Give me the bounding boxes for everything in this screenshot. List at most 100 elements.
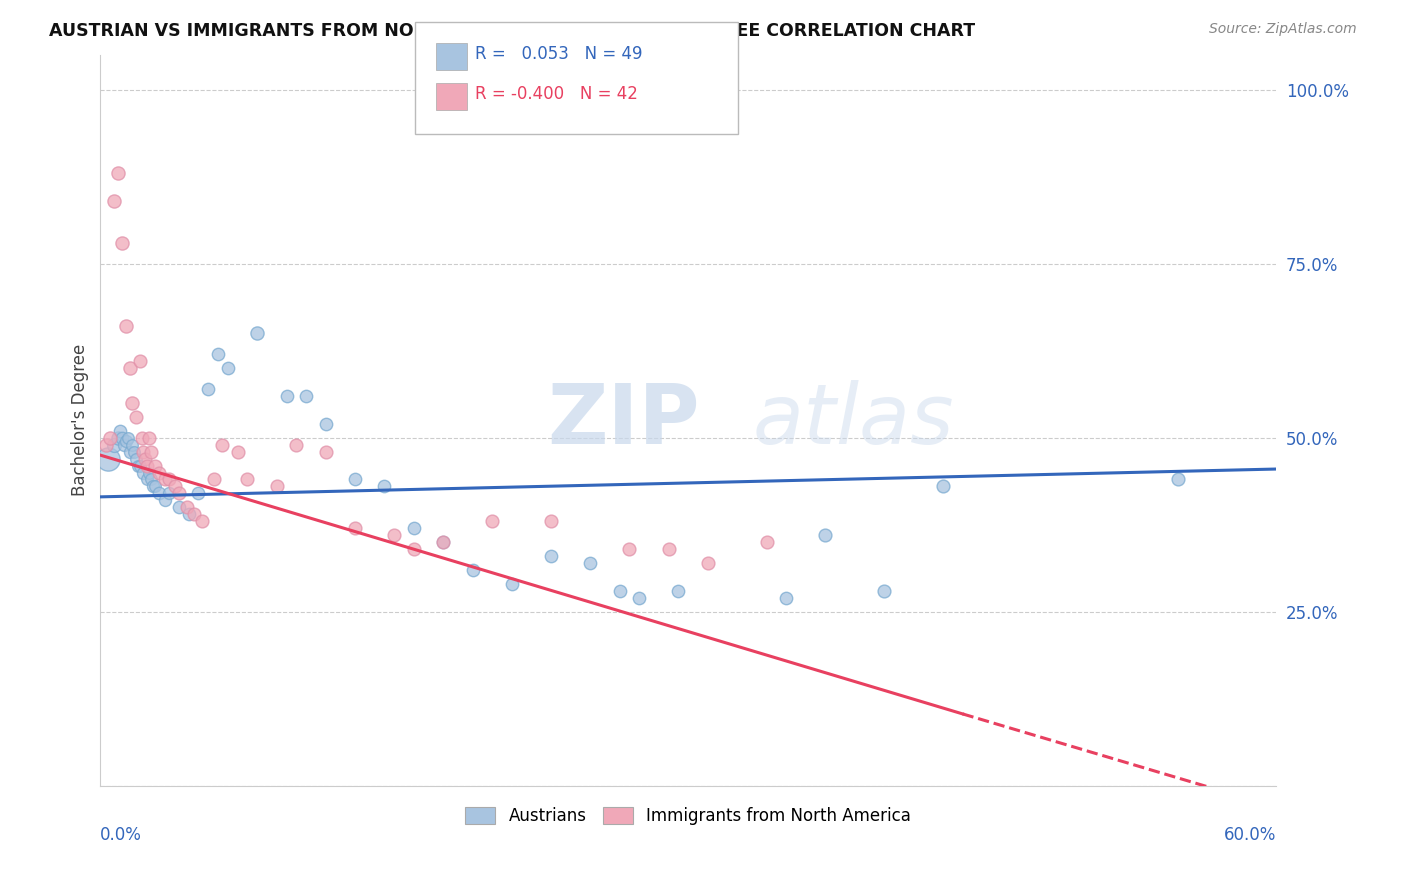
Point — [97, 451, 120, 466]
Point — [402, 521, 425, 535]
Point — [143, 458, 166, 473]
Point — [111, 431, 134, 445]
Point — [114, 319, 136, 334]
Point — [138, 466, 160, 480]
Point — [266, 479, 288, 493]
Point — [276, 389, 298, 403]
Point — [108, 424, 131, 438]
Point — [132, 466, 155, 480]
Point — [579, 556, 602, 570]
Point — [207, 347, 229, 361]
Point — [246, 326, 269, 341]
Point — [315, 444, 337, 458]
Point — [107, 431, 129, 445]
Text: Source: ZipAtlas.com: Source: ZipAtlas.com — [1209, 22, 1357, 37]
Point — [142, 479, 165, 493]
Point — [143, 479, 166, 493]
Point — [202, 473, 225, 487]
Point — [217, 361, 239, 376]
Point — [344, 473, 367, 487]
Point — [148, 486, 170, 500]
Point — [153, 473, 176, 487]
Point — [128, 354, 150, 368]
Point — [382, 528, 405, 542]
Point — [432, 535, 454, 549]
Point — [103, 194, 125, 209]
Point — [136, 473, 159, 487]
Point — [134, 451, 156, 466]
Point — [755, 535, 778, 549]
Point — [98, 431, 121, 445]
Point — [187, 486, 209, 500]
Point — [932, 479, 955, 493]
Point — [814, 528, 837, 542]
Text: 60.0%: 60.0% — [1223, 826, 1277, 844]
Point — [128, 458, 150, 473]
Point — [540, 514, 562, 528]
Point — [481, 514, 503, 528]
Point — [609, 583, 631, 598]
Point — [96, 438, 118, 452]
Point — [167, 486, 190, 500]
Point — [141, 444, 163, 458]
Point — [501, 576, 523, 591]
Point — [111, 235, 134, 250]
Point — [131, 431, 153, 445]
Point — [136, 458, 159, 473]
Point — [112, 438, 135, 452]
Point — [402, 542, 425, 557]
Point — [107, 166, 129, 180]
Point — [211, 438, 233, 452]
Point — [157, 473, 180, 487]
Point — [141, 473, 163, 487]
Point — [295, 389, 318, 403]
Point — [628, 591, 651, 605]
Point — [118, 444, 141, 458]
Point — [177, 508, 200, 522]
Point — [658, 542, 681, 557]
Point — [157, 486, 180, 500]
Point — [873, 583, 896, 598]
Point — [668, 583, 690, 598]
Point — [226, 444, 249, 458]
Point — [285, 438, 308, 452]
Point — [114, 434, 136, 449]
Point — [540, 549, 562, 563]
Point — [373, 479, 395, 493]
Point — [775, 591, 797, 605]
Point — [432, 535, 454, 549]
Point — [461, 563, 484, 577]
Text: ZIP: ZIP — [547, 380, 700, 461]
Point — [191, 514, 214, 528]
Point — [121, 438, 143, 452]
Point — [183, 508, 205, 522]
Point — [118, 361, 141, 376]
Point — [176, 500, 198, 515]
Point — [236, 473, 259, 487]
Text: R =   0.053   N = 49: R = 0.053 N = 49 — [475, 45, 643, 62]
Y-axis label: Bachelor's Degree: Bachelor's Degree — [72, 344, 89, 497]
Point — [121, 396, 143, 410]
Point — [344, 521, 367, 535]
Point — [197, 382, 219, 396]
Point — [315, 417, 337, 431]
Legend: Austrians, Immigrants from North America: Austrians, Immigrants from North America — [458, 800, 918, 832]
Point — [122, 444, 145, 458]
Point — [153, 493, 176, 508]
Point — [167, 500, 190, 515]
Point — [138, 431, 160, 445]
Text: R = -0.400   N = 42: R = -0.400 N = 42 — [475, 85, 638, 103]
Point — [124, 409, 146, 424]
Point — [127, 458, 149, 473]
Point — [1167, 473, 1189, 487]
Point — [163, 479, 186, 493]
Point — [132, 444, 155, 458]
Point — [619, 542, 641, 557]
Point — [148, 466, 170, 480]
Text: AUSTRIAN VS IMMIGRANTS FROM NORTH AMERICA BACHELOR'S DEGREE CORRELATION CHART: AUSTRIAN VS IMMIGRANTS FROM NORTH AMERIC… — [49, 22, 976, 40]
Text: 0.0%: 0.0% — [100, 826, 142, 844]
Text: atlas: atlas — [752, 380, 955, 461]
Point — [117, 431, 139, 445]
Point — [124, 451, 146, 466]
Point — [696, 556, 718, 570]
